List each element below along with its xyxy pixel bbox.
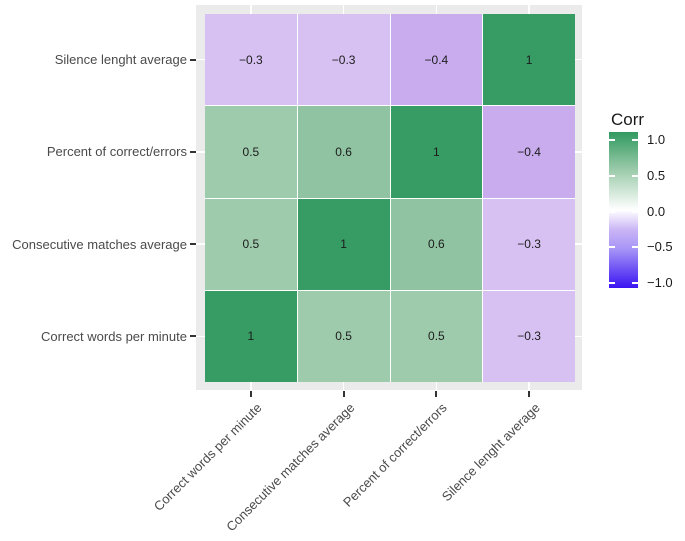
grid-line-stub bbox=[196, 151, 205, 153]
legend-bar-tick bbox=[632, 282, 638, 284]
grid-line-stub bbox=[250, 382, 252, 390]
grid-line-stub bbox=[196, 58, 205, 61]
x-axis-tick bbox=[342, 391, 345, 397]
y-axis-tick bbox=[190, 58, 196, 61]
x-axis-tick bbox=[249, 391, 252, 397]
heatmap-cell: 1 bbox=[483, 14, 575, 106]
x-axis-tick bbox=[435, 391, 438, 397]
x-axis-label: Percent of correct/errors bbox=[340, 400, 450, 510]
heatmap-cell: −0.3 bbox=[483, 198, 575, 290]
legend-tick-label: 0.5 bbox=[647, 167, 666, 183]
legend-tick-label: 1.0 bbox=[647, 132, 666, 147]
y-axis-label: Consecutive matches average bbox=[12, 236, 187, 252]
cell-value: 0.6 bbox=[428, 237, 445, 252]
legend-bar-tick bbox=[609, 139, 615, 141]
grid-line-stub bbox=[342, 382, 345, 390]
y-axis-label: Percent of correct/errors bbox=[46, 144, 187, 160]
grid-line-stub bbox=[196, 335, 205, 338]
heatmap-cell: 0.5 bbox=[390, 290, 483, 382]
legend-bar-tick bbox=[632, 139, 638, 141]
y-axis-label: Silence lenght average bbox=[54, 52, 187, 68]
cell-value: 0.5 bbox=[242, 144, 260, 159]
grid-line-stub bbox=[196, 243, 205, 245]
heatmap-cell: −0.4 bbox=[390, 14, 483, 106]
cell-value: 0.5 bbox=[335, 329, 352, 344]
cell-value: −0.3 bbox=[517, 237, 541, 252]
legend-bar-tick bbox=[609, 174, 615, 177]
cell-value: 0.5 bbox=[428, 329, 445, 344]
x-axis-label: Silence lenght average bbox=[438, 400, 543, 505]
heatmap-tile-area: −0.3 −0.3 −0.4 1 0.5 0.6 1 −0.4 0.5 1 0.6 −0.3 1 0.5 0… bbox=[205, 14, 575, 382]
grid-line-stub bbox=[575, 335, 582, 338]
heatmap-cell: 1 bbox=[390, 106, 483, 198]
cell-value: −0.4 bbox=[517, 144, 541, 159]
cell-value: 1 bbox=[525, 52, 533, 67]
grid-line-stub bbox=[435, 382, 438, 390]
legend-bar-tick bbox=[609, 246, 615, 249]
heatmap-cell: −0.4 bbox=[483, 106, 575, 198]
heatmap-cell: −0.3 bbox=[205, 14, 297, 106]
cell-value: −0.3 bbox=[239, 52, 263, 67]
heatmap-cell: −0.3 bbox=[483, 290, 575, 382]
grid-line-stub bbox=[575, 243, 582, 245]
legend-bar-tick bbox=[609, 282, 615, 284]
legend-tick-label: −1.0 bbox=[647, 275, 673, 290]
legend-tick-label: −0.5 bbox=[647, 239, 673, 255]
heatmap-cell: 0.5 bbox=[205, 106, 297, 198]
legend-bar-tick bbox=[609, 210, 615, 213]
x-axis-tick bbox=[528, 391, 531, 397]
legend-bar-tick bbox=[632, 174, 638, 177]
legend-bar-tick bbox=[632, 210, 638, 213]
grid-line-stub bbox=[528, 5, 530, 14]
grid-line-stub bbox=[435, 5, 438, 14]
grid-line-stub bbox=[342, 5, 345, 14]
heatmap-cell: 1 bbox=[205, 290, 297, 382]
heatmap-cell: −0.3 bbox=[297, 14, 390, 106]
grid-line-stub bbox=[575, 58, 582, 61]
legend-gradient-bar bbox=[609, 132, 638, 288]
heatmap-cell: 0.6 bbox=[390, 198, 483, 290]
y-axis-tick bbox=[190, 335, 196, 338]
heatmap-cell: 0.6 bbox=[297, 106, 390, 198]
cell-value: 1 bbox=[340, 237, 347, 252]
cell-value: 1 bbox=[433, 144, 440, 159]
y-axis-tick bbox=[190, 243, 196, 246]
cell-value: 0.5 bbox=[242, 237, 260, 252]
cell-value: 1 bbox=[247, 329, 255, 344]
cell-value: 0.6 bbox=[335, 144, 352, 159]
cell-value: −0.3 bbox=[331, 52, 356, 67]
y-axis-tick bbox=[190, 150, 196, 153]
legend-bar-tick bbox=[632, 246, 638, 249]
cell-value: −0.4 bbox=[424, 52, 449, 67]
grid-line-stub bbox=[250, 5, 252, 14]
y-axis-label: Correct words per minute bbox=[41, 328, 187, 344]
heatmap-cell: 0.5 bbox=[205, 198, 297, 290]
heatmap-cell: 0.5 bbox=[297, 290, 390, 382]
legend-tick-label: 0.0 bbox=[647, 203, 666, 219]
legend-title: Corr bbox=[611, 110, 645, 129]
heatmap-cell: 1 bbox=[297, 198, 390, 290]
cell-value: −0.3 bbox=[517, 329, 541, 344]
plot-panel: −0.3 −0.3 −0.4 1 0.5 0.6 1 −0.4 0.5 1 0.6 −0.3 1 0.5 0… bbox=[196, 5, 582, 390]
grid-line-stub bbox=[575, 151, 582, 153]
grid-line-stub bbox=[528, 382, 530, 390]
